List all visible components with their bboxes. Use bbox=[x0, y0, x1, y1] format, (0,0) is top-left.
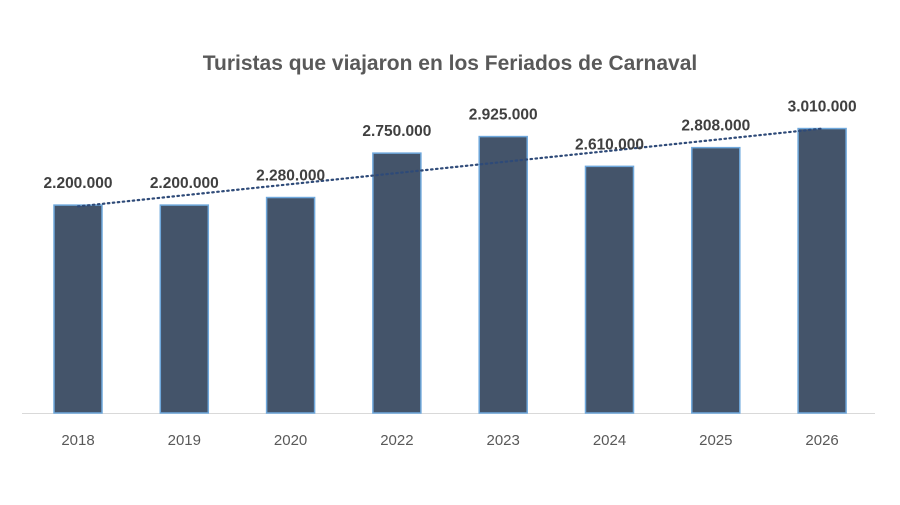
bar-2022 bbox=[372, 152, 422, 414]
bar-2024 bbox=[584, 165, 635, 414]
bar-2019 bbox=[159, 204, 210, 414]
data-label: 2.200.000 bbox=[44, 175, 113, 192]
data-label: 2.925.000 bbox=[469, 107, 538, 124]
x-tick-label: 2026 bbox=[805, 432, 838, 449]
x-tick-label: 2022 bbox=[380, 432, 413, 449]
data-label: 2.750.000 bbox=[362, 123, 431, 140]
data-label: 2.280.000 bbox=[256, 168, 325, 185]
data-label: 2.808.000 bbox=[681, 118, 750, 135]
x-tick-label: 2019 bbox=[168, 432, 201, 449]
x-tick-label: 2025 bbox=[699, 432, 732, 449]
bar-2025 bbox=[691, 146, 741, 414]
bar-2023 bbox=[478, 135, 528, 414]
x-tick-label: 2018 bbox=[61, 432, 94, 449]
x-tick-label: 2024 bbox=[593, 432, 626, 449]
data-label: 3.010.000 bbox=[788, 99, 857, 116]
bar-2018 bbox=[53, 204, 103, 414]
chart-title: Turistas que viajaron en los Feriados de… bbox=[202, 52, 698, 75]
data-label: 2.200.000 bbox=[150, 175, 219, 192]
data-label: 2.610.000 bbox=[575, 136, 644, 153]
trendline bbox=[76, 127, 824, 208]
bar-2020 bbox=[265, 196, 316, 414]
x-tick-label: 2023 bbox=[487, 432, 520, 449]
x-tick-label: 2020 bbox=[274, 432, 307, 449]
bar-2026 bbox=[797, 127, 847, 414]
